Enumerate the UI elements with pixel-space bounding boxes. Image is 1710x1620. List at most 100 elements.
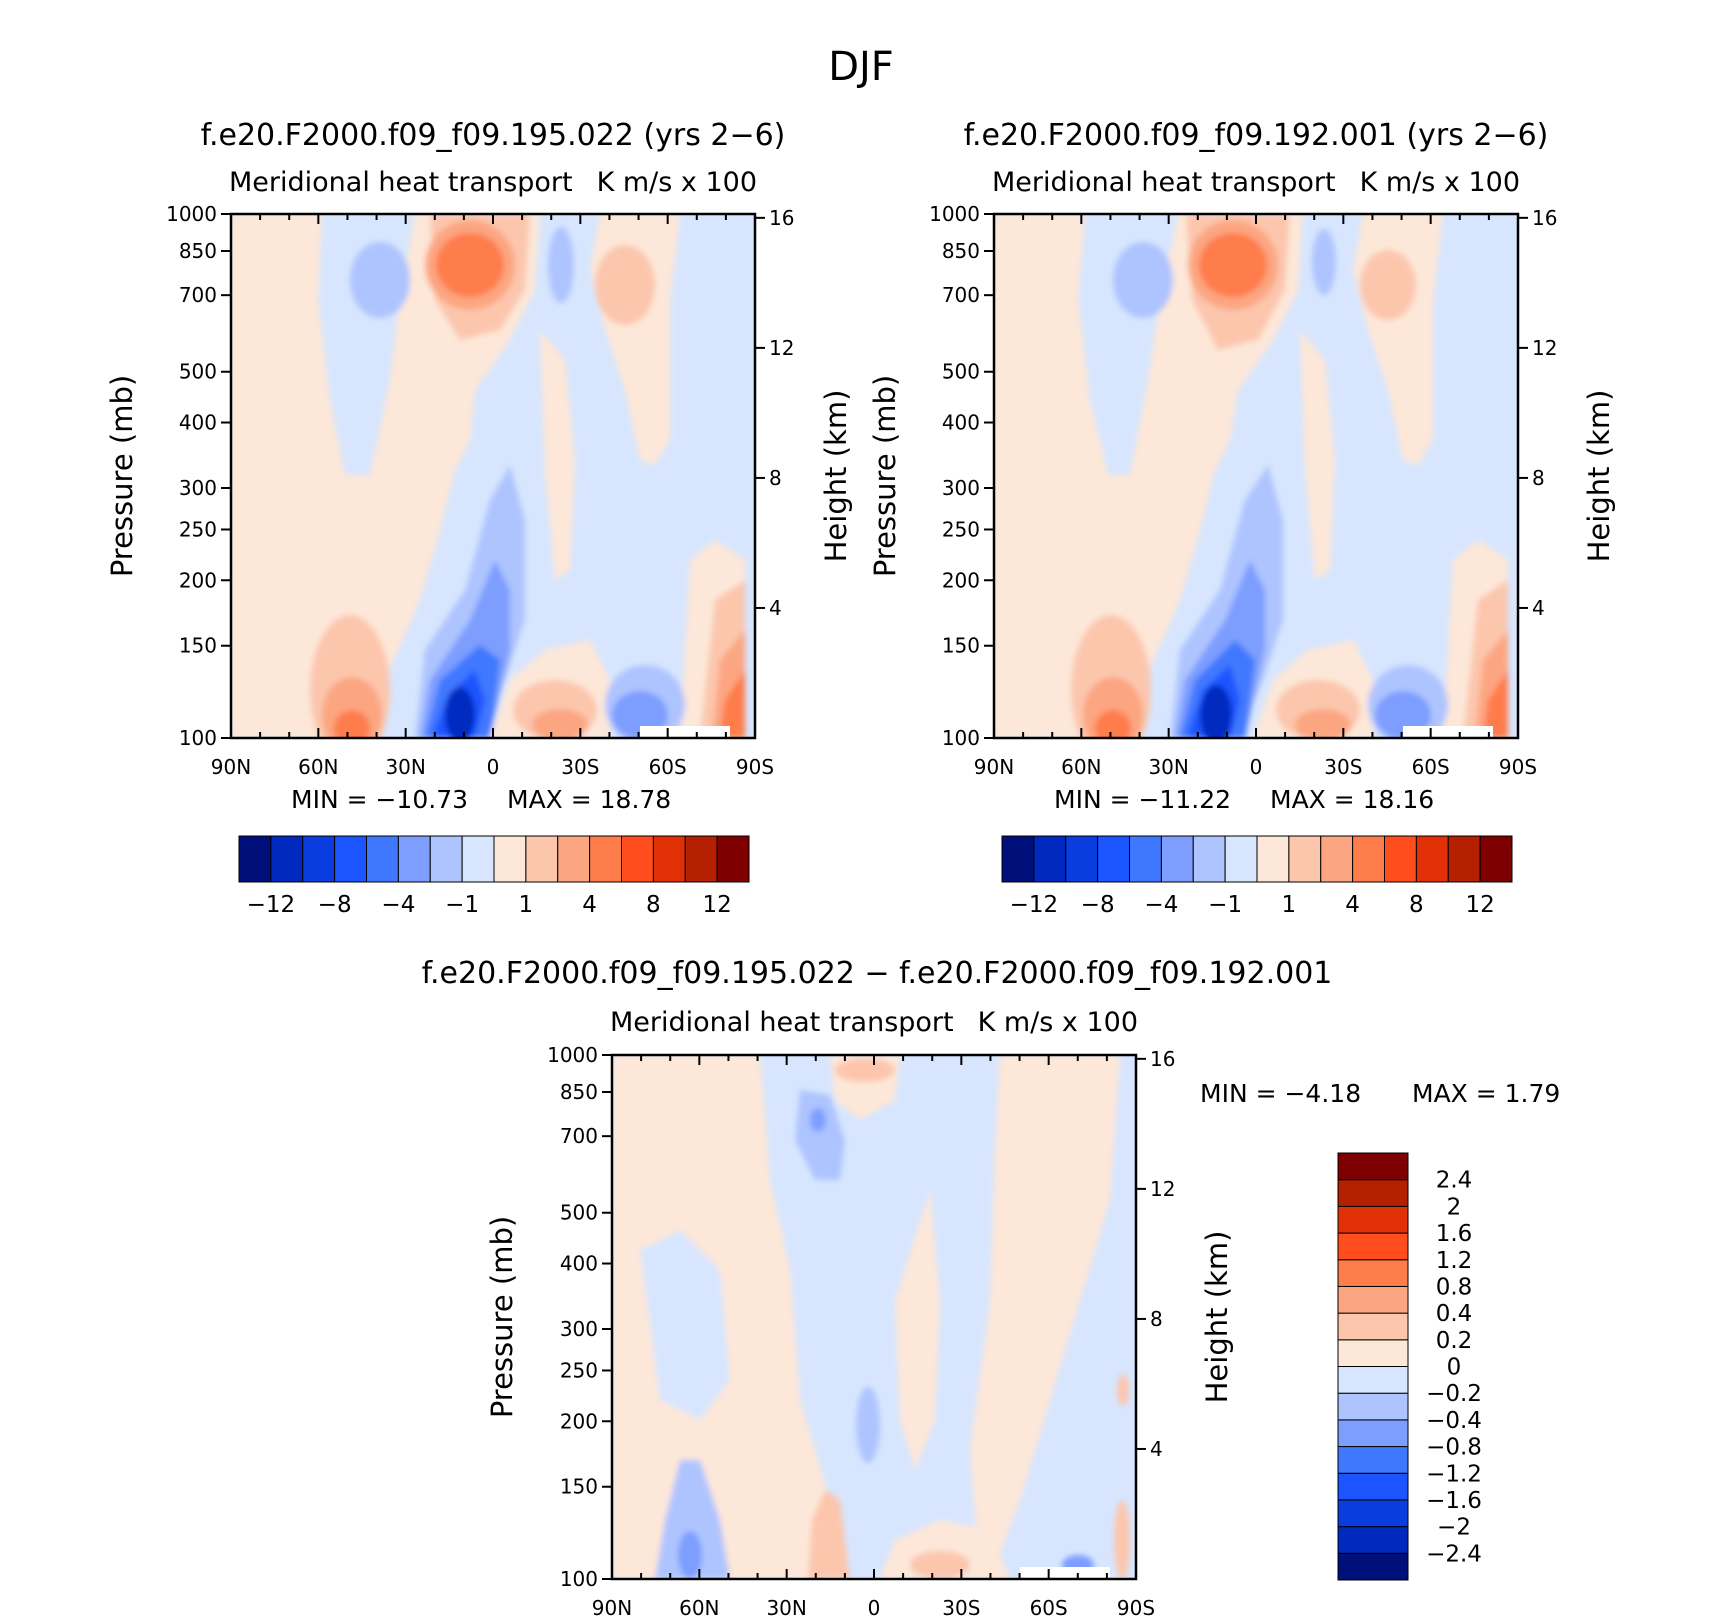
- colorbar-box: [1337, 1285, 1409, 1314]
- panel-2-pos-4c: [1483, 670, 1508, 738]
- panel-3-field: [612, 1055, 1136, 1579]
- colorbar-box: [621, 835, 654, 883]
- height-tick-label: 12: [1532, 336, 1557, 360]
- panel-1-x-ticks: 90N 60N 30N 0 30S 60S 90S: [211, 214, 774, 779]
- pressure-tick-label: 400: [942, 411, 980, 435]
- lat-tick-label: 90N: [974, 755, 1014, 779]
- panel-1-left-ticks: 100 150 200 250 300 400 500 700 850 1000: [166, 202, 231, 750]
- lat-tick-label: 30S: [942, 1596, 980, 1616]
- lat-tick-label: 30S: [1324, 755, 1362, 779]
- colorbar-label: 4: [582, 892, 597, 918]
- panel-1-ylabel: Pressure (mb): [105, 375, 139, 577]
- colorbar-box: [1384, 835, 1417, 883]
- colorbar-box: [1337, 1526, 1409, 1554]
- height-tick-label: 8: [1532, 466, 1545, 490]
- panel-3-left-label: Meridional heat transport: [610, 1007, 954, 1038]
- lat-tick-label: 0: [1250, 755, 1263, 779]
- panel-3-right-ticks: 16 12 8 4: [1136, 1047, 1175, 1461]
- pressure-tick-label: 150: [942, 634, 980, 658]
- colorbar-label: −1: [1208, 892, 1242, 918]
- colorbar-box: [302, 835, 336, 883]
- colorbar-box: [1097, 835, 1130, 883]
- pressure-tick-label: 300: [942, 476, 980, 500]
- lat-tick-label: 90S: [1117, 1596, 1155, 1616]
- pressure-tick-label: 500: [560, 1201, 598, 1225]
- panel-2-x-ticks: 90N 60N 30N 0 30S 60S 90S: [974, 214, 1537, 779]
- panel-3-pos-1: [808, 1490, 850, 1579]
- colorbar-box: [1320, 835, 1354, 883]
- panel-1-ylabel-right: Height (km): [819, 390, 853, 563]
- colorbar-box: [493, 835, 527, 883]
- colorbar-label: 1: [519, 892, 534, 918]
- panel-3-pos-shading-b: [895, 1190, 940, 1470]
- height-tick-label: 8: [1150, 1307, 1163, 1331]
- pressure-tick-label: 400: [560, 1252, 598, 1276]
- lat-tick-label: 30N: [766, 1596, 806, 1616]
- panel-3-neg-4b: [678, 1531, 702, 1579]
- pressure-tick-label: 850: [942, 239, 980, 263]
- colorbar-box: [1129, 835, 1162, 883]
- height-tick-label: 12: [1150, 1177, 1175, 1201]
- colorbar-label: 12: [702, 892, 731, 918]
- panel-3-pos-1c: [910, 1551, 970, 1579]
- panel-3-ylabel: Pressure (mb): [485, 1216, 519, 1418]
- panel-3-pos-1d: [1114, 1500, 1130, 1579]
- colorbar-box: [716, 835, 750, 883]
- pressure-tick-label: 1000: [547, 1043, 598, 1067]
- colorbar-label: −1.6: [1426, 1488, 1482, 1514]
- panel-3-pos-1e: [1117, 1374, 1129, 1406]
- panel-1-pos-4: [436, 233, 504, 297]
- colorbar-label: 1.6: [1436, 1221, 1473, 1247]
- panel-1-right-ticks: 16 12 8 4: [755, 206, 794, 620]
- lat-tick-label: 60S: [1412, 755, 1450, 779]
- pressure-tick-label: 700: [560, 1124, 598, 1148]
- colorbar-box: [1337, 1472, 1409, 1501]
- height-tick-label: 8: [769, 466, 782, 490]
- colorbar-box: [1001, 835, 1035, 883]
- colorbar-label: −4: [381, 892, 415, 918]
- panel-1-title: f.e20.F2000.f09_f09.195.022 (yrs 2−6): [201, 118, 786, 153]
- panel-2-pos-4b: [1095, 710, 1131, 738]
- pressure-tick-label: 1000: [166, 202, 217, 226]
- colorbar-box: [684, 835, 718, 883]
- colorbar-box: [1337, 1312, 1409, 1341]
- lat-tick-label: 30N: [1148, 755, 1188, 779]
- colorbar-label: 2.4: [1436, 1168, 1473, 1194]
- panel-2-right-ticks: 16 12 8 4: [1518, 206, 1557, 620]
- panel-2-neg-1a: [1113, 242, 1173, 318]
- panel-1-field: [231, 214, 755, 738]
- colorbar-label: 4: [1345, 892, 1360, 918]
- pressure-tick-label: 150: [560, 1475, 598, 1499]
- panel-3-pos-shading-a: [612, 1055, 850, 1579]
- pressure-tick-label: 500: [942, 360, 980, 384]
- panel-1: f.e20.F2000.f09_f09.195.022 (yrs 2−6) Me…: [105, 118, 853, 918]
- panel-1-pos-shading-d: [540, 330, 575, 580]
- panel-1-min: MIN = −10.73: [291, 785, 468, 814]
- colorbar-box: [652, 835, 686, 883]
- pressure-tick-label: 700: [942, 283, 980, 307]
- colorbar-label: −1.2: [1426, 1461, 1482, 1487]
- pressure-tick-label: 300: [560, 1317, 598, 1341]
- colorbar-label: −12: [247, 892, 296, 918]
- pressure-tick-label: 250: [942, 517, 980, 541]
- panel-3-neg-2: [795, 1090, 845, 1180]
- colorbar-box: [1033, 835, 1067, 883]
- colorbar-box: [1256, 835, 1290, 883]
- colorbar-box: [589, 835, 622, 883]
- panel-1-max: MAX = 18.78: [507, 785, 671, 814]
- colorbar-label: 0: [1447, 1355, 1462, 1381]
- panel-3-neg-band: [640, 1230, 730, 1420]
- colorbar-box: [429, 835, 463, 883]
- colorbar-label: 8: [1409, 892, 1424, 918]
- colorbar-box: [1352, 835, 1385, 883]
- colorbar-label: −1: [445, 892, 479, 918]
- panel-2-colorbar: −12 −8 −4 −1 1 4 8 12: [1001, 835, 1513, 918]
- colorbar-box: [1479, 835, 1513, 883]
- panel-2-units-label: K m/s x 100: [1360, 167, 1520, 198]
- panel-2-pos-shading-d: [1300, 330, 1335, 580]
- colorbar-box: [1337, 1499, 1409, 1528]
- pressure-tick-label: 200: [560, 1409, 598, 1433]
- lat-tick-label: 0: [868, 1596, 881, 1616]
- panel-1-pos-4b: [334, 710, 370, 738]
- panel-2-neg-1b: [1312, 229, 1336, 295]
